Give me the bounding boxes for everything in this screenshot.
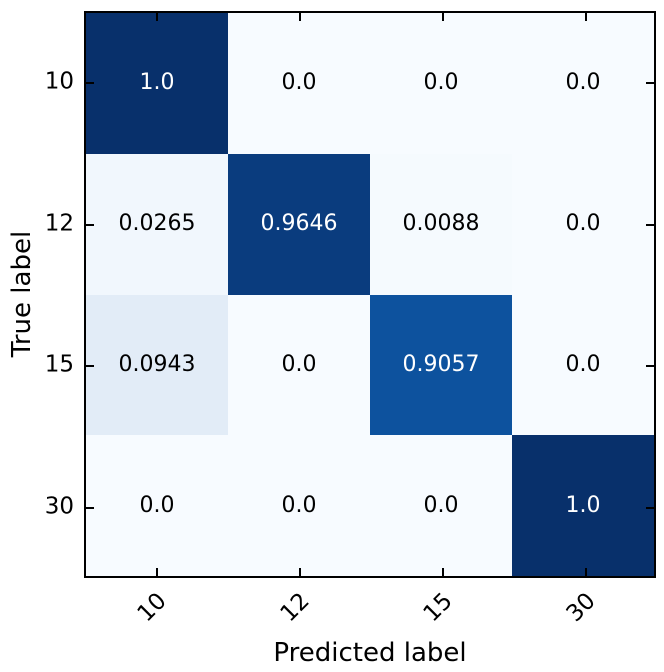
heatmap-cell-value: 1.0 bbox=[139, 70, 175, 96]
x-tick-label: 12 bbox=[275, 588, 315, 628]
heatmap-cell: 0.0 bbox=[512, 13, 654, 154]
heatmap-cell: 0.0 bbox=[512, 153, 654, 295]
heatmap-cell-value: 0.0 bbox=[423, 492, 459, 518]
heatmap-cell: 0.9057 bbox=[370, 294, 512, 436]
heatmap-cell: 1.0 bbox=[512, 435, 654, 576]
heatmap-cell: 0.0 bbox=[228, 435, 370, 576]
tick-mark bbox=[441, 568, 444, 576]
heatmap-cell-value: 0.0 bbox=[281, 70, 317, 96]
y-tick-label: 10 bbox=[44, 68, 74, 95]
tick-mark bbox=[646, 507, 654, 510]
heatmap-cell-value: 1.0 bbox=[565, 492, 601, 518]
heatmap-cell-value: 0.0265 bbox=[118, 211, 196, 237]
y-tick-label: 15 bbox=[44, 351, 74, 378]
heatmap-cell-value: 0.0 bbox=[565, 211, 601, 237]
heatmap-cell: 0.0 bbox=[228, 13, 370, 154]
heatmap-cell: 0.0 bbox=[86, 435, 228, 576]
heatmap-cell-grid: 1.0 0.0 0.0 0.0 0.0265 0.9646 0.0088 0.0 0.0943 0… bbox=[86, 13, 654, 576]
heatmap-cell-value: 0.0 bbox=[565, 70, 601, 96]
tick-mark bbox=[441, 13, 444, 21]
heatmap-cell-value: 0.0 bbox=[139, 492, 175, 518]
x-axis-title: Predicted label bbox=[273, 638, 467, 668]
heatmap-cell-value: 0.0 bbox=[281, 492, 317, 518]
y-axis-title: True label bbox=[7, 230, 37, 358]
heatmap-cell-value: 0.0088 bbox=[402, 211, 480, 237]
tick-mark bbox=[86, 223, 94, 226]
tick-mark bbox=[298, 13, 301, 21]
tick-mark bbox=[155, 568, 158, 576]
heatmap-cell: 0.9646 bbox=[228, 153, 370, 295]
tick-mark bbox=[86, 507, 94, 510]
x-tick-label: 15 bbox=[418, 588, 458, 628]
tick-mark bbox=[646, 81, 654, 84]
heatmap-cell: 0.0943 bbox=[86, 294, 228, 436]
heatmap-cell-value: 0.9057 bbox=[402, 351, 480, 377]
tick-mark bbox=[298, 568, 301, 576]
heatmap-cell: 0.0 bbox=[228, 294, 370, 436]
heatmap-cell: 0.0 bbox=[512, 294, 654, 436]
heatmap-cell: 0.0 bbox=[370, 435, 512, 576]
heatmap-cell: 1.0 bbox=[86, 13, 228, 154]
y-tick-label: 12 bbox=[44, 210, 74, 237]
heatmap-cell-value: 0.0 bbox=[565, 351, 601, 377]
heatmap-cell: 0.0088 bbox=[370, 153, 512, 295]
heatmap-cell: 0.0 bbox=[370, 13, 512, 154]
y-tick-label: 30 bbox=[44, 493, 74, 520]
x-tick-label: 10 bbox=[132, 588, 172, 628]
heatmap-cell-value: 0.0 bbox=[281, 351, 317, 377]
x-tick-label: 30 bbox=[561, 588, 601, 628]
heatmap-cell-value: 0.0943 bbox=[118, 351, 196, 377]
heatmap-cell-value: 0.9646 bbox=[260, 211, 338, 237]
tick-mark bbox=[584, 13, 587, 21]
tick-mark bbox=[86, 81, 94, 84]
plot-area: 1.0 0.0 0.0 0.0 0.0265 0.9646 0.0088 0.0 0.0943 0… bbox=[84, 11, 656, 578]
tick-mark bbox=[155, 13, 158, 21]
tick-mark bbox=[646, 223, 654, 226]
heatmap-cell: 0.0265 bbox=[86, 153, 228, 295]
tick-mark bbox=[584, 568, 587, 576]
tick-mark bbox=[646, 365, 654, 368]
heatmap-cell-value: 0.0 bbox=[423, 70, 459, 96]
tick-mark bbox=[86, 365, 94, 368]
